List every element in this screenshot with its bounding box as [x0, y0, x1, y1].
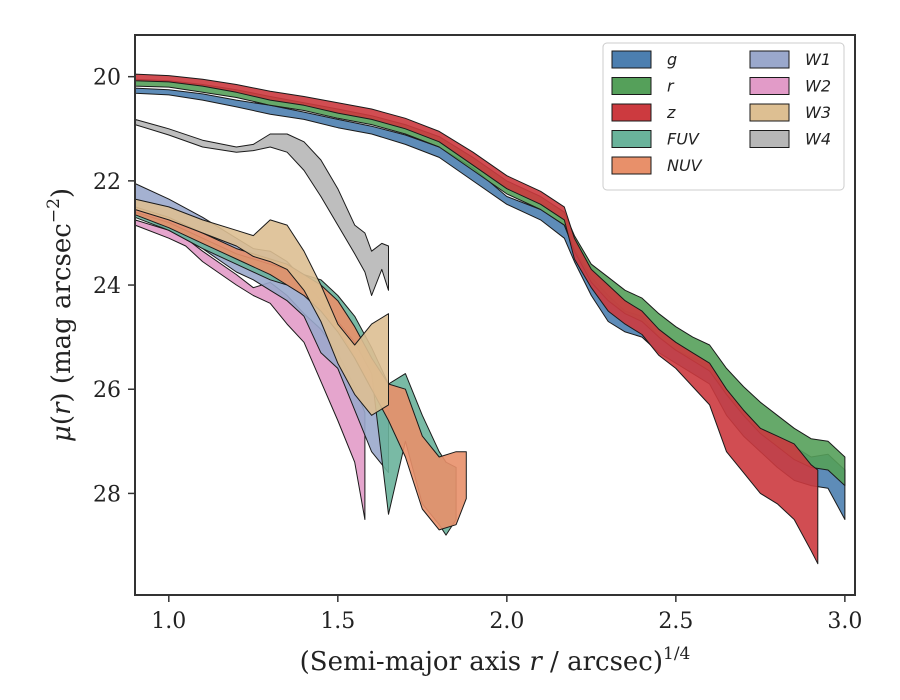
- y-tick-label: 20: [93, 66, 121, 91]
- x-tick-label: 2.5: [658, 609, 693, 634]
- legend-swatch-w1: [749, 50, 790, 69]
- band-w3: [134, 198, 389, 416]
- legend-label-r: r: [667, 77, 675, 96]
- band-w4: [134, 118, 389, 296]
- legend-label-w1: W1: [805, 50, 831, 69]
- legend: grz FUV NUV W1 W2 W3 W4: [602, 42, 845, 191]
- legend-swatch-r: [611, 77, 652, 95]
- legend-label-w3: W3: [805, 103, 831, 122]
- x-tick-label: 2.0: [489, 609, 524, 634]
- legend-swatch-w2: [749, 77, 790, 95]
- x-tick-label: 3.0: [827, 609, 862, 634]
- y-tick-label: 28: [93, 482, 121, 507]
- legend-label-z: z: [666, 103, 676, 122]
- legend-swatch-fuv: [611, 130, 652, 148]
- bands-layer: [134, 73, 846, 565]
- legend-swatch-w3: [749, 103, 790, 122]
- x-tick-label: 1.0: [151, 609, 186, 634]
- y-axis-ticks: 20 22 24 26 28: [93, 66, 135, 507]
- legend-label-g: g: [667, 50, 677, 69]
- legend-swatch-nuv: [611, 156, 652, 175]
- legend-swatch-g: [611, 50, 652, 69]
- x-tick-label: 1.5: [320, 609, 355, 634]
- legend-label-fuv: FUV: [667, 130, 700, 149]
- band-z: [134, 73, 819, 565]
- band-w2: [134, 219, 366, 520]
- y-tick-label: 22: [93, 170, 121, 195]
- y-tick-label: 24: [93, 274, 121, 299]
- legend-label-nuv: NUV: [667, 156, 703, 175]
- plot-frame: [134, 34, 856, 596]
- legend-items: grz FUV NUV W1 W2 W3 W4: [611, 50, 831, 175]
- legend-label-w4: W4: [805, 130, 831, 149]
- x-axis-ticks: 1.0 1.5 2.0 2.5 3.0: [151, 595, 862, 634]
- legend-swatch-z: [611, 103, 652, 122]
- legend-swatch-w4: [749, 130, 790, 148]
- legend-label-w2: W2: [805, 77, 831, 96]
- x-axis-label: (Semi-major axis r / arcsec)1/4: [300, 644, 691, 677]
- y-axis-label: μ(r) (mag arcsec−2): [44, 188, 77, 442]
- y-tick-label: 26: [93, 378, 121, 403]
